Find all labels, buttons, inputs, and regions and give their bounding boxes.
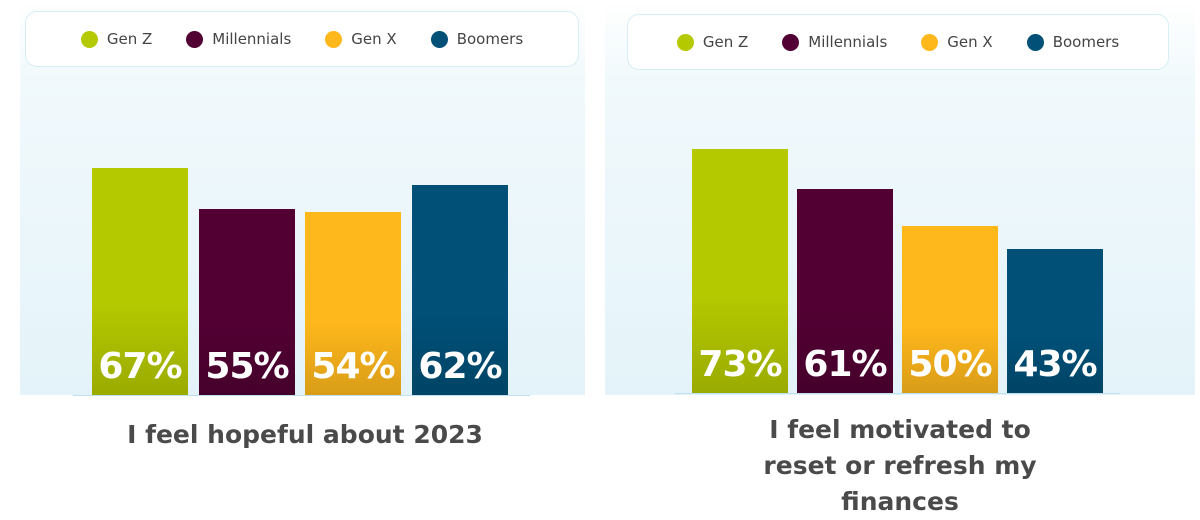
legend-dot-icon	[80, 30, 98, 48]
legend-label: Gen X	[947, 33, 993, 51]
legend: Gen Z Millennials Gen X Boomers	[25, 11, 579, 67]
legend-dot-icon	[186, 30, 204, 48]
legend-dot-icon	[921, 33, 939, 51]
legend-item: Gen Z	[676, 33, 749, 51]
legend-label: Gen Z	[702, 33, 749, 51]
legend-label: Gen Z	[106, 30, 153, 48]
legend-label: Millennials	[808, 33, 888, 51]
bar: 43%	[1007, 249, 1103, 393]
bar: 54%	[305, 211, 401, 395]
legend-dot-icon	[676, 33, 694, 51]
legend-item: Boomers	[1026, 33, 1120, 51]
chart-title: I feel hopeful about 2023	[127, 420, 483, 449]
bar: 73%	[692, 149, 788, 393]
bar: 67%	[92, 167, 188, 395]
bar-value-label: 62%	[418, 345, 502, 387]
baseline	[73, 395, 530, 396]
bar-value-label: 50%	[908, 344, 992, 385]
bar-value-label: 55%	[205, 345, 289, 387]
legend-dot-icon	[430, 30, 448, 48]
bar: 62%	[412, 184, 508, 395]
baseline	[675, 393, 1120, 394]
legend-label: Millennials	[212, 30, 292, 48]
legend: Gen Z Millennials Gen X Boomers	[627, 14, 1169, 70]
bar-value-label: 43%	[1013, 343, 1097, 385]
legend-item: Gen X	[921, 33, 993, 51]
legend-dot-icon	[325, 30, 343, 48]
bar-value-label: 73%	[698, 343, 782, 385]
bar: 50%	[902, 226, 998, 393]
bar: 61%	[797, 189, 893, 393]
legend-item: Millennials	[186, 30, 291, 48]
legend-label: Gen X	[351, 30, 397, 48]
legend-item: Gen Z	[80, 30, 153, 48]
legend-label: Boomers	[1052, 33, 1120, 51]
legend-label: Boomers	[456, 30, 524, 48]
bar: 55%	[199, 208, 295, 395]
bar-value-label: 67%	[98, 345, 182, 387]
bar-value-label: 61%	[803, 343, 887, 385]
chart-title: I feel motivated to reset or refresh my …	[763, 415, 1037, 516]
legend-dot-icon	[1026, 33, 1044, 51]
legend-item: Millennials	[782, 33, 887, 51]
legend-item: Boomers	[430, 30, 524, 48]
legend-item: Gen X	[325, 30, 397, 48]
legend-dot-icon	[782, 33, 800, 51]
bar-value-label: 54%	[311, 345, 395, 387]
